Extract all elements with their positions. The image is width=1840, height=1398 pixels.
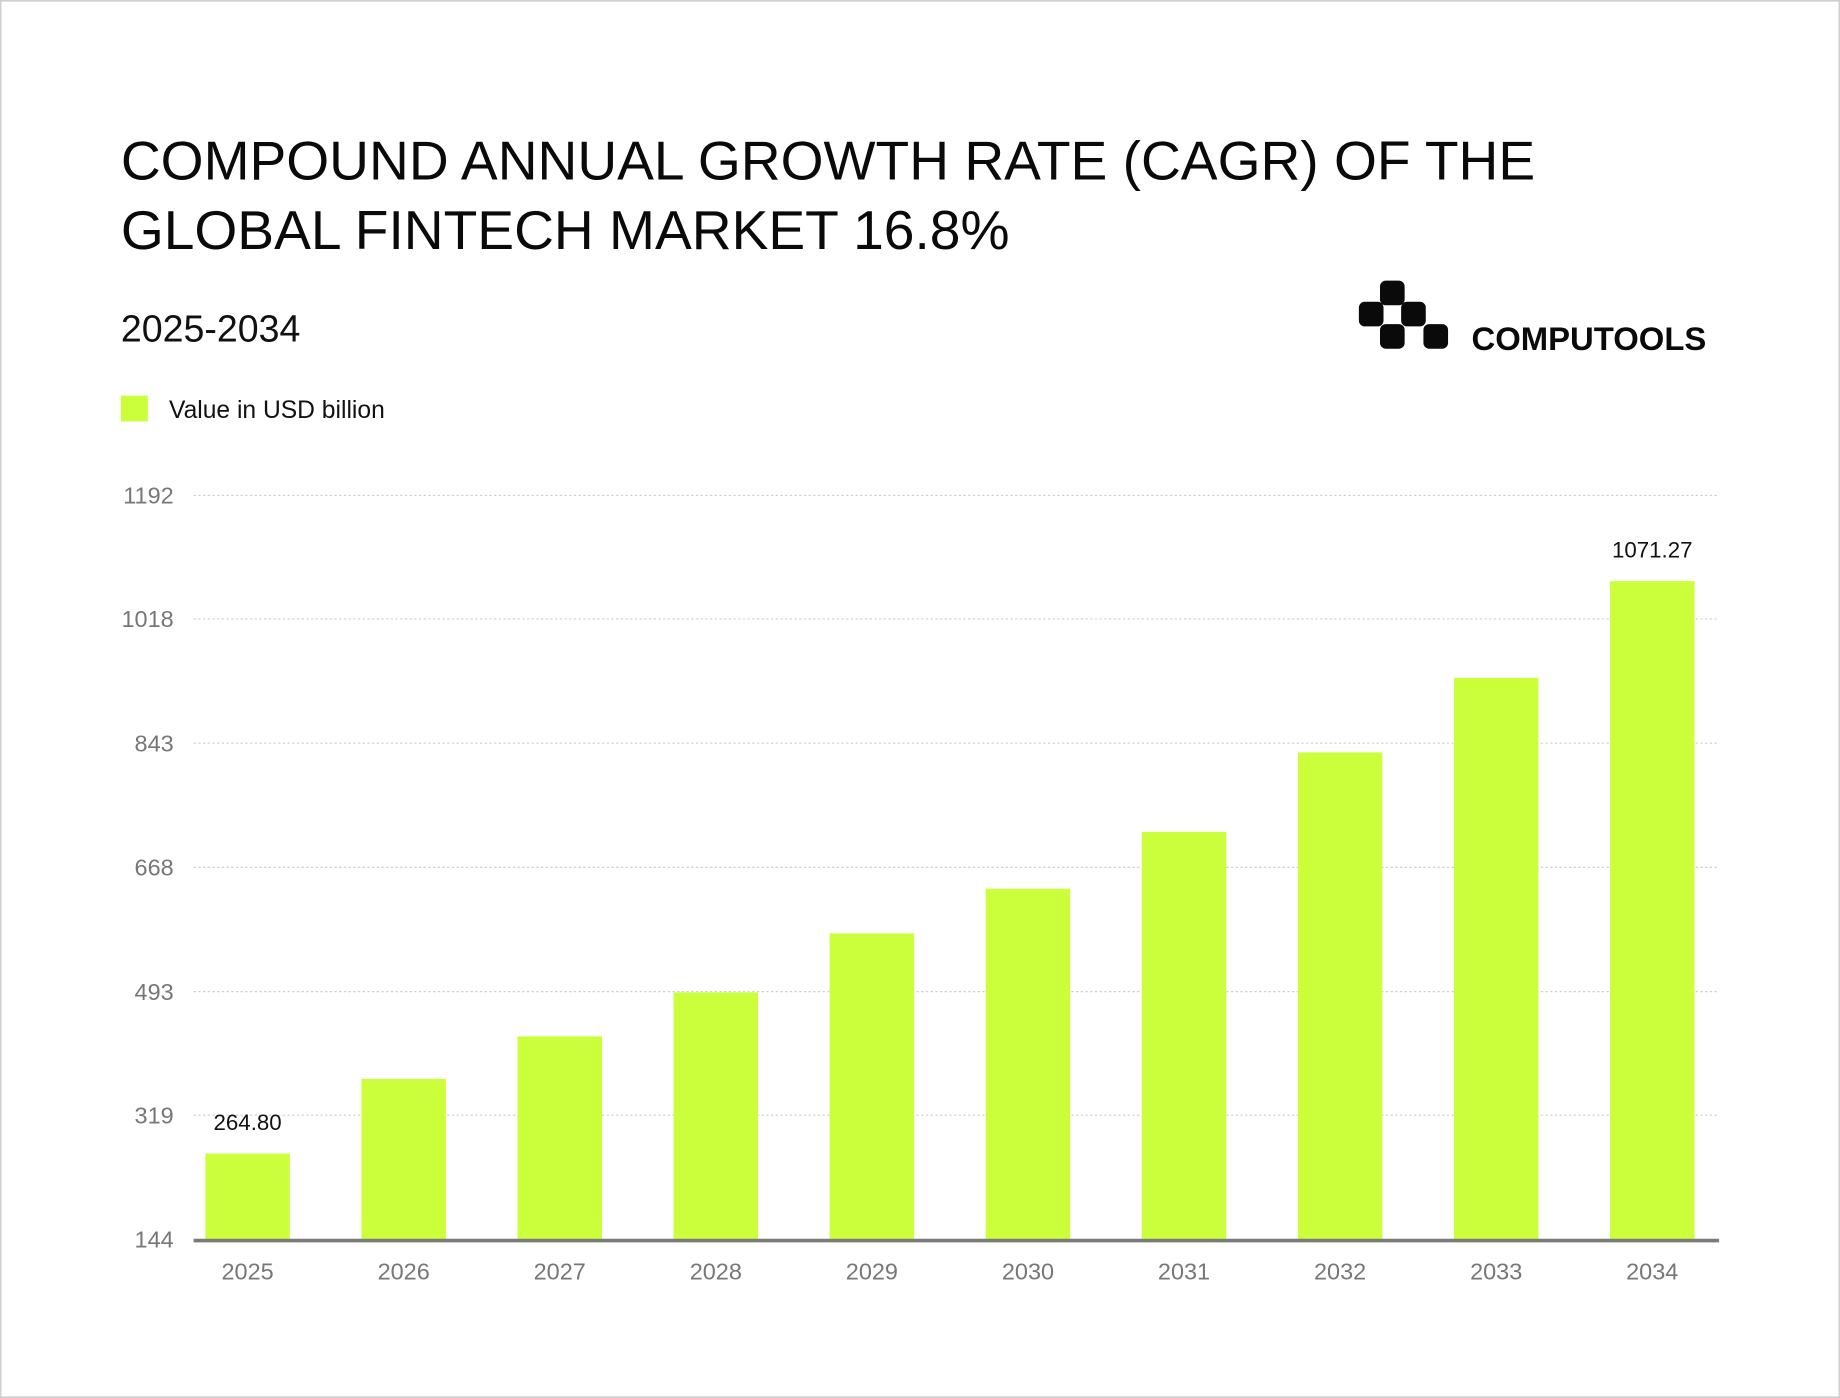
y-tick-label: 668	[135, 855, 174, 881]
x-tick-label: 2033	[1470, 1258, 1522, 1284]
legend: Value in USD billion	[120, 395, 385, 424]
x-tick-label: 2030	[1002, 1258, 1054, 1284]
bar-2034	[1610, 581, 1695, 1240]
chart-subtitle: 2025-2034	[121, 308, 301, 350]
x-tick-label: 2032	[1314, 1258, 1366, 1284]
chart-title-line1: COMPOUND ANNUAL GROWTH RATE (CAGR) OF TH…	[121, 130, 1535, 192]
logo-text: COMPUTOOLS	[1472, 320, 1707, 357]
x-tick-label: 2027	[534, 1258, 586, 1284]
data-label: 264.80	[214, 1110, 282, 1135]
x-tick-label: 2026	[378, 1258, 430, 1284]
bar-2027	[517, 1036, 602, 1240]
legend-swatch	[120, 395, 148, 422]
x-tick-label: 2031	[1158, 1258, 1210, 1284]
chart-title-line2: GLOBAL FINTECH MARKET 16.8%	[121, 199, 1010, 261]
y-tick-label: 493	[135, 979, 174, 1005]
bar-2028	[673, 992, 759, 1240]
x-tick-label: 2025	[222, 1258, 274, 1284]
legend-label: Value in USD billion	[169, 397, 385, 424]
bar-2032	[1297, 752, 1383, 1240]
x-tick-label: 2034	[1626, 1258, 1678, 1284]
y-tick-label: 843	[135, 730, 174, 756]
bar-2025	[205, 1153, 290, 1240]
bar-2030	[985, 888, 1071, 1240]
y-tick-label: 1192	[123, 483, 173, 509]
bar-2033	[1453, 677, 1539, 1240]
bar-2026	[361, 1078, 446, 1240]
y-tick-label: 319	[135, 1102, 174, 1128]
bar-2029	[829, 933, 915, 1240]
data-label: 1071.27	[1612, 538, 1693, 563]
x-tick-label: 2029	[846, 1258, 898, 1284]
bar-2031	[1141, 831, 1227, 1240]
computools-logo: COMPUTOOLS	[1358, 280, 1707, 357]
y-tick-label: 1018	[121, 606, 173, 632]
y-tick-label: 144	[135, 1227, 174, 1253]
x-tick-label: 2028	[690, 1258, 742, 1284]
